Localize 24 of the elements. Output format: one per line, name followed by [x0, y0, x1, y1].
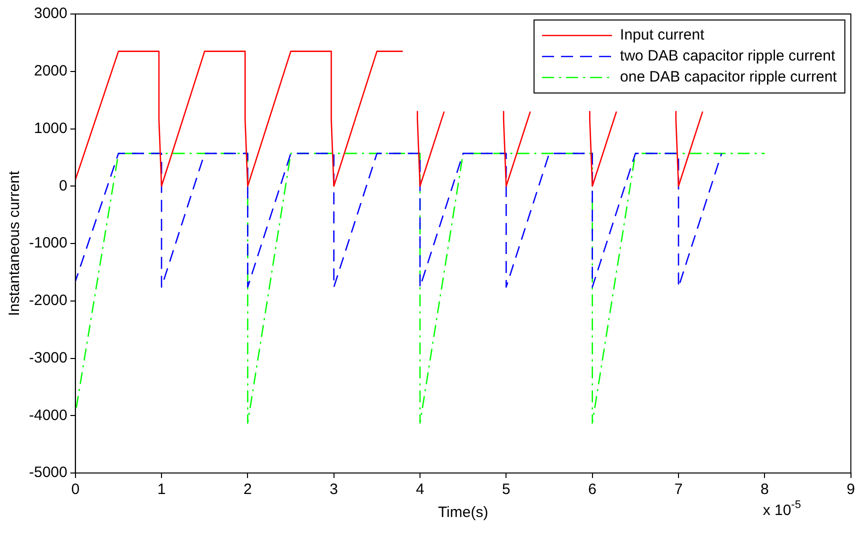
x-tick-label: 9: [846, 481, 855, 498]
y-tick-label: 3000: [34, 5, 68, 22]
y-tick-label: 1000: [34, 120, 68, 137]
y-tick-label: -5000: [28, 464, 68, 482]
x-tick-label: 8: [760, 481, 769, 498]
x-tick-label: 3: [330, 481, 338, 498]
y-tick-label: -2000: [28, 292, 68, 310]
x-tick-label: 2: [244, 481, 252, 498]
y-tick-label: -3000: [28, 349, 68, 366]
x-tick-label: 4: [416, 481, 424, 498]
x-tick-label: 6: [588, 481, 597, 498]
y-axis-title: Instantaneous current: [6, 170, 24, 316]
x-tick-label: 5: [502, 481, 510, 498]
x-axis-title: Time(s): [438, 504, 488, 522]
legend-label: Input current: [620, 26, 706, 44]
legend-label: two DAB capacitor ripple current: [620, 48, 836, 65]
x-tick-label: 0: [71, 481, 80, 498]
y-tick-label: -4000: [28, 406, 68, 424]
x-tick-label: 1: [157, 481, 166, 498]
y-tick-label: 0: [59, 177, 68, 194]
y-tick-label: 2000: [34, 62, 68, 80]
y-tick-label: -1000: [28, 234, 68, 252]
legend-label: one DAB capacitor ripple current: [620, 68, 838, 86]
x-tick-label: 7: [674, 481, 683, 498]
